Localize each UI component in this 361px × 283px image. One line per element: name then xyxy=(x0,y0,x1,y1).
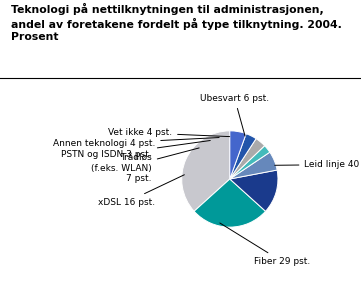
Text: Ubesvart 6 pst.: Ubesvart 6 pst. xyxy=(200,94,269,136)
Wedge shape xyxy=(194,179,266,227)
Wedge shape xyxy=(230,146,270,179)
Wedge shape xyxy=(230,139,265,179)
Text: Leid linje 40 pst.: Leid linje 40 pst. xyxy=(275,160,361,169)
Text: Annen teknologi 4 pst.: Annen teknologi 4 pst. xyxy=(53,138,219,148)
Wedge shape xyxy=(230,170,278,211)
Text: Fiber 29 pst.: Fiber 29 pst. xyxy=(220,223,310,266)
Text: xDSL 16 pst.: xDSL 16 pst. xyxy=(98,175,184,207)
Text: PSTN og ISDN 3 pst.: PSTN og ISDN 3 pst. xyxy=(61,140,210,159)
Wedge shape xyxy=(182,131,230,211)
Wedge shape xyxy=(230,131,246,179)
Text: Vet ikke 4 pst.: Vet ikke 4 pst. xyxy=(108,128,230,137)
Wedge shape xyxy=(230,152,277,179)
Wedge shape xyxy=(230,134,256,179)
Text: Teknologi på nettilknytningen til administrasjonen,
andel av foretakene fordelt : Teknologi på nettilknytningen til admini… xyxy=(11,3,342,42)
Text: Trådløs
(f.eks. WLAN)
7 pst.: Trådløs (f.eks. WLAN) 7 pst. xyxy=(91,148,199,183)
